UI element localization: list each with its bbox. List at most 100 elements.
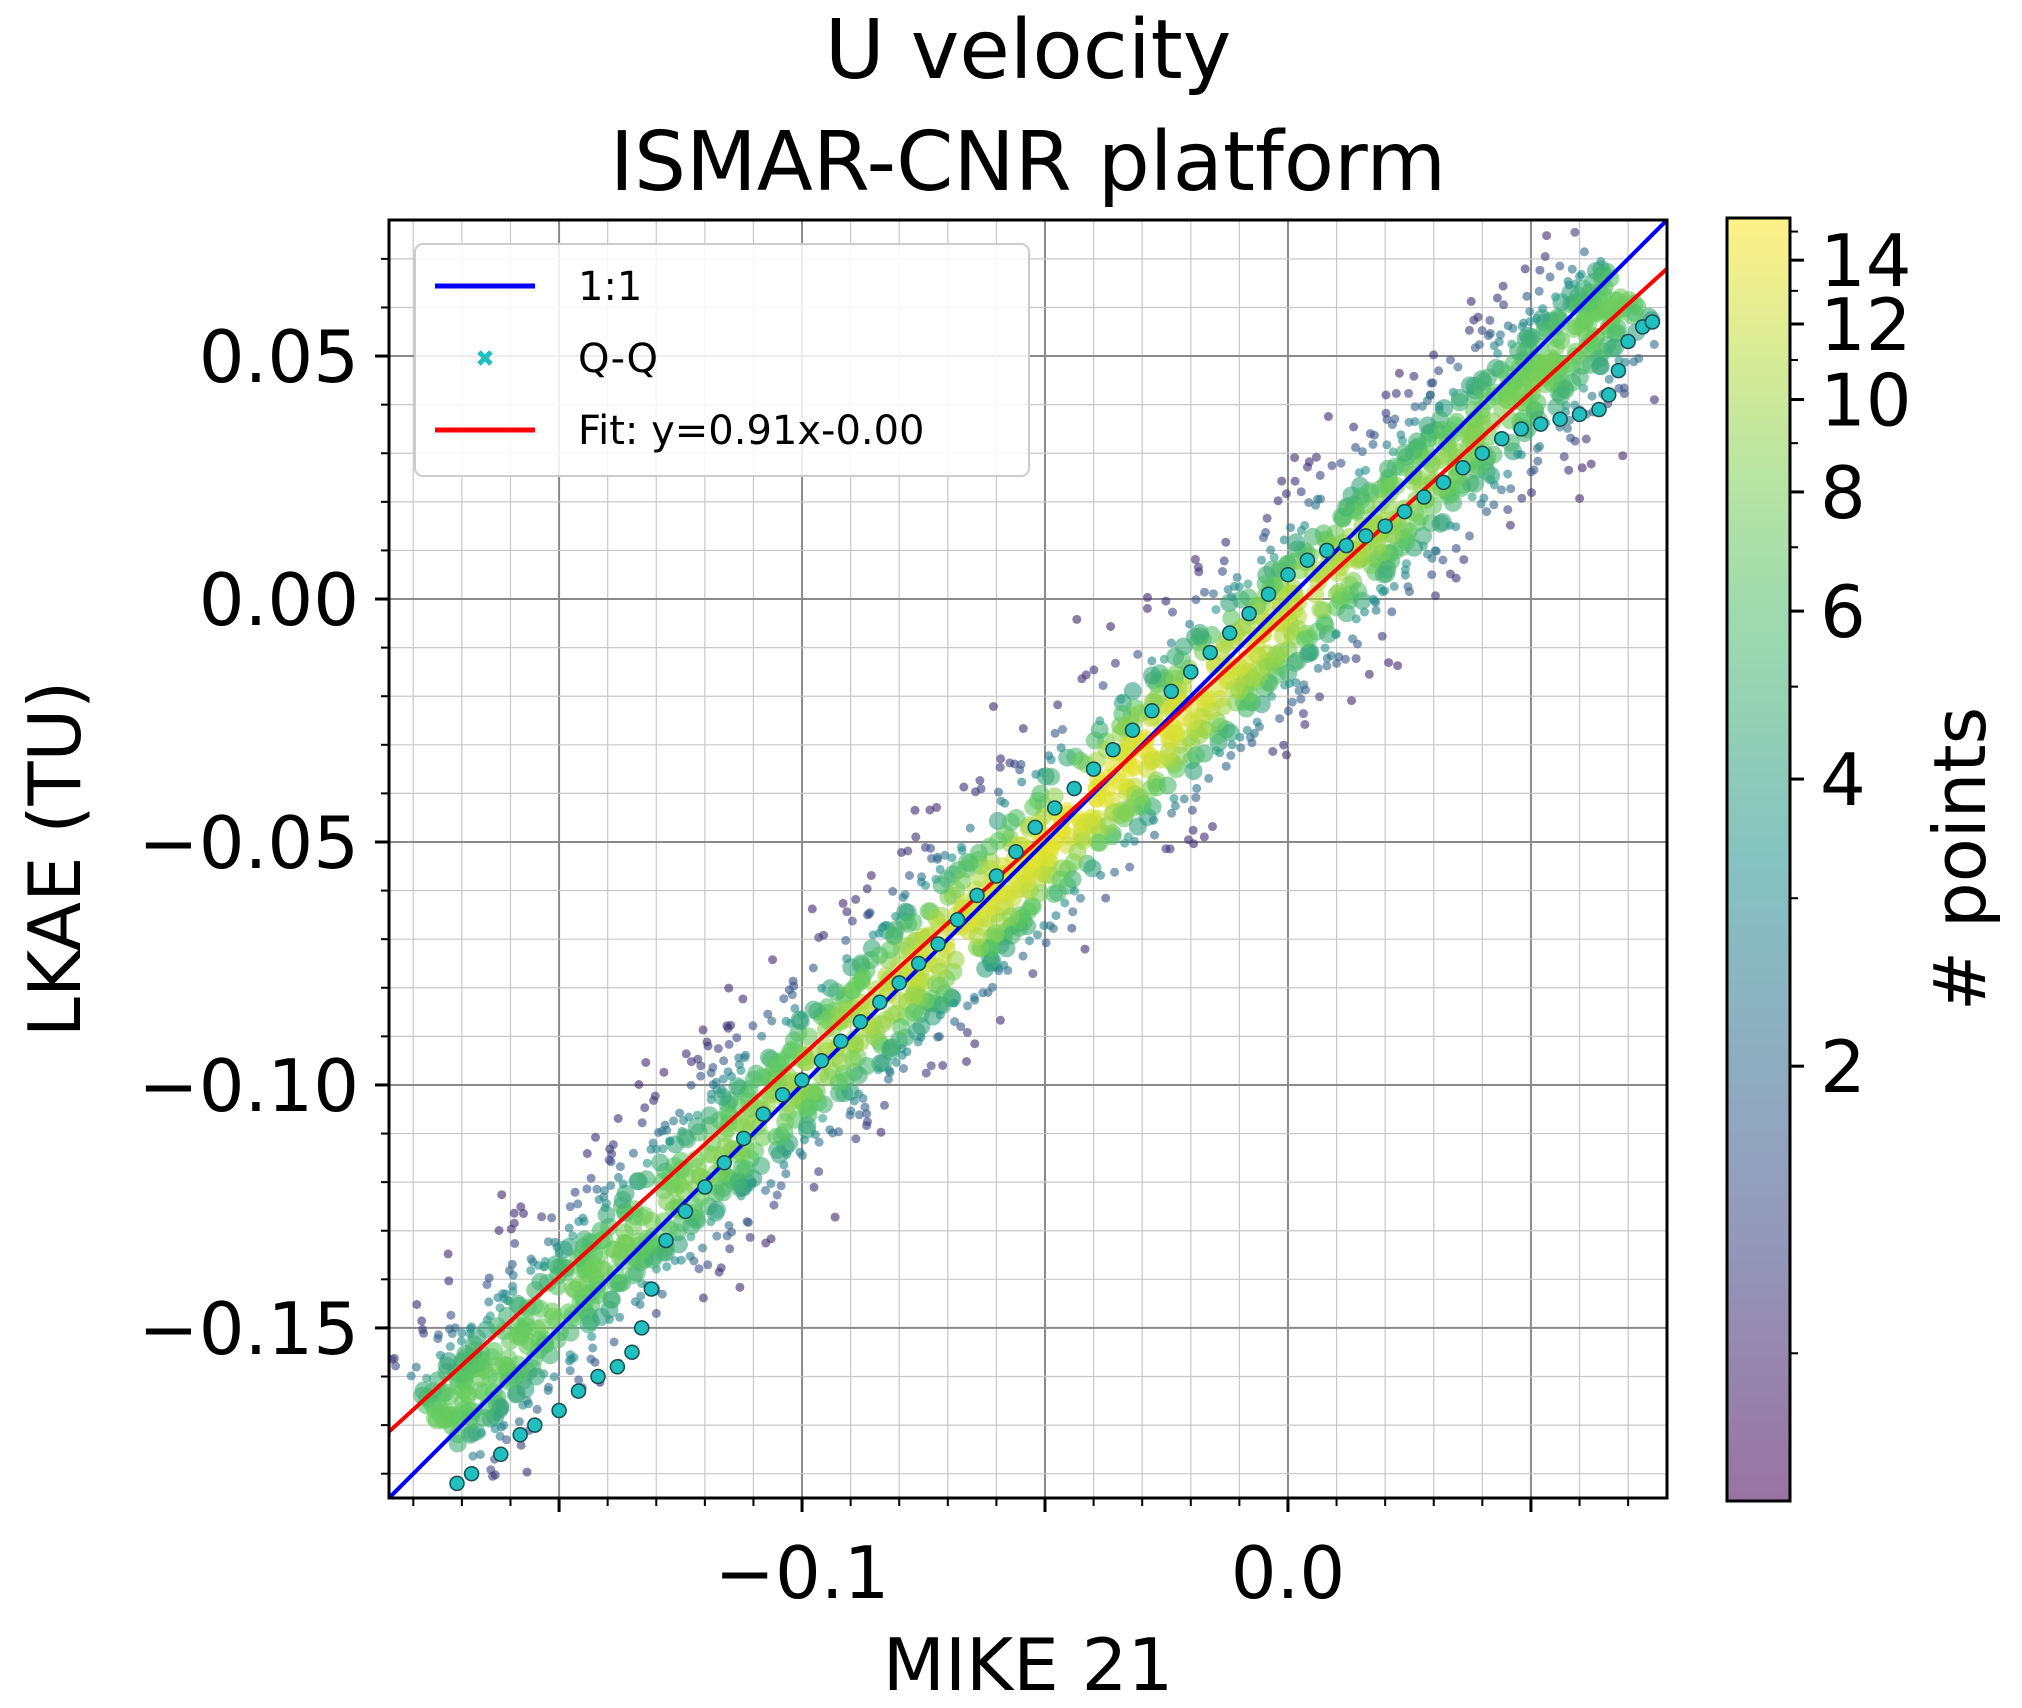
qq-point xyxy=(1455,460,1471,476)
scatter-point xyxy=(971,787,980,797)
scatter-point xyxy=(788,976,798,986)
scatter-point xyxy=(1525,307,1535,316)
scatter-point xyxy=(1313,663,1323,673)
scatter-point xyxy=(1243,579,1253,589)
scatter-point xyxy=(1591,357,1610,375)
scatter-point xyxy=(1179,794,1189,804)
scatter-point xyxy=(669,1116,679,1126)
scatter-point xyxy=(445,1324,454,1334)
scatter-point xyxy=(497,1190,507,1200)
scatter-point xyxy=(767,1016,777,1026)
scatter-point xyxy=(841,935,851,945)
scatter-point xyxy=(1349,422,1359,432)
scatter-point xyxy=(912,1017,931,1036)
scatter-point xyxy=(600,1203,610,1213)
scatter-point xyxy=(1133,649,1143,659)
qq-point xyxy=(1221,625,1238,641)
scatter-point xyxy=(485,1311,495,1321)
scatter-point xyxy=(1323,412,1333,421)
scatter-point xyxy=(1005,758,1015,768)
scatter-point xyxy=(1378,560,1397,579)
scatter-point xyxy=(728,1077,747,1096)
scatter-point xyxy=(1459,555,1469,565)
scatter-point xyxy=(866,871,876,880)
scatter-point xyxy=(676,1128,695,1147)
scatter-point xyxy=(1364,669,1374,679)
scatter-point xyxy=(995,1015,1005,1025)
scatter-point xyxy=(956,1022,966,1032)
scatter-point xyxy=(649,1096,659,1105)
scatter-point xyxy=(1579,247,1589,257)
scatter-point xyxy=(703,1133,722,1152)
scatter-point xyxy=(686,1057,696,1067)
colorbar xyxy=(1725,216,1792,1503)
qq-point xyxy=(910,955,927,972)
qq-point xyxy=(512,1427,528,1443)
scatter-point xyxy=(732,1033,742,1043)
qq-point xyxy=(1124,722,1141,738)
scatter-point xyxy=(799,1098,818,1117)
scatter-point xyxy=(594,1195,604,1205)
scatter-point xyxy=(807,904,817,914)
scatter-point xyxy=(790,1003,800,1013)
scatter-point xyxy=(1275,714,1285,724)
scatter-point xyxy=(1184,762,1203,780)
scatter-point xyxy=(1268,747,1278,756)
scatter-point xyxy=(635,1300,645,1309)
qq-point xyxy=(1532,416,1549,432)
scatter-point xyxy=(1527,488,1536,498)
scatter-point xyxy=(1096,870,1106,880)
scatter-point xyxy=(1474,340,1484,350)
qq-point xyxy=(1610,362,1627,379)
scatter-point xyxy=(1266,545,1276,555)
qq-point xyxy=(1202,644,1218,661)
scatter-point xyxy=(1050,728,1060,738)
legend-swatch-qq xyxy=(477,350,493,366)
scatter-point xyxy=(722,1021,732,1031)
scatter-point xyxy=(435,1350,445,1360)
scatter-point xyxy=(810,1130,820,1140)
scatter-point xyxy=(862,884,872,894)
qq-point xyxy=(1105,741,1121,758)
qq-point xyxy=(1085,761,1102,777)
scatter-point xyxy=(1046,755,1056,765)
colorbar-tick-label: 4 xyxy=(1820,738,1866,822)
scatter-point xyxy=(1089,665,1099,675)
scatter-point xyxy=(724,1221,734,1230)
scatter-point xyxy=(1236,743,1246,753)
scatter-point xyxy=(578,1213,588,1223)
scatter-point xyxy=(1208,822,1217,831)
legend-label-qq: Q-Q xyxy=(578,336,658,382)
scatter-point xyxy=(935,1010,945,1020)
scatter-point xyxy=(761,1186,770,1195)
scatter-point xyxy=(642,1158,652,1168)
scatter-point xyxy=(959,782,969,792)
scatter-point xyxy=(549,1372,559,1382)
scatter-point xyxy=(1506,484,1516,494)
scatter-point xyxy=(514,1417,524,1427)
scatter-point xyxy=(1489,341,1499,351)
scatter-point xyxy=(1200,587,1209,597)
qq-point xyxy=(1513,421,1529,437)
scatter-point xyxy=(888,886,898,896)
scatter-point xyxy=(441,1387,460,1405)
scatter-point xyxy=(475,1450,485,1459)
scatter-point xyxy=(1485,315,1495,325)
scatter-point xyxy=(1301,643,1320,662)
scatter-point xyxy=(1332,550,1351,569)
qq-point xyxy=(1377,518,1393,534)
scatter-point xyxy=(814,933,824,942)
scatter-point xyxy=(761,1238,771,1248)
scatter-point xyxy=(1322,661,1332,671)
scatter-point xyxy=(664,1200,683,1219)
qq-point xyxy=(1552,411,1568,427)
scatter-point xyxy=(1434,366,1444,376)
scatter-point xyxy=(1309,573,1328,591)
scatter-point xyxy=(509,1208,519,1218)
scatter-point xyxy=(757,1031,767,1041)
scatter-point xyxy=(926,843,936,853)
scatter-point xyxy=(891,1058,901,1067)
scatter-point xyxy=(1283,706,1293,716)
scatter-point xyxy=(719,1056,729,1066)
scatter-point xyxy=(465,1324,475,1334)
